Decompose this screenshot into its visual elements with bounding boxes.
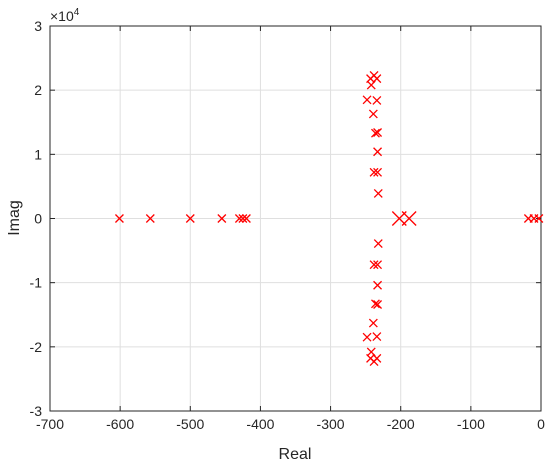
- marker-stroke: [145, 214, 155, 223]
- marker-stroke: [373, 260, 383, 270]
- marker-stroke: [366, 347, 376, 357]
- marker-stroke: [373, 147, 383, 157]
- y-tick-label: -3: [30, 403, 43, 419]
- marker-stroke: [373, 300, 383, 309]
- x-tick-label: 0: [537, 416, 545, 432]
- pole-marker: [373, 167, 383, 177]
- pole-marker: [238, 214, 248, 223]
- x-axis-label: Real: [279, 446, 312, 463]
- marker-stroke: [371, 299, 380, 309]
- marker-stroke: [368, 109, 378, 119]
- pole-marker: [369, 260, 379, 270]
- marker-stroke: [371, 128, 380, 138]
- y-tick-label: -2: [30, 339, 43, 355]
- data-markers: [114, 70, 544, 367]
- marker-stroke: [372, 332, 382, 342]
- pole-marker: [373, 300, 383, 309]
- marker-stroke: [373, 239, 383, 248]
- pole-marker: [372, 95, 382, 105]
- pole-marker: [534, 214, 544, 223]
- pole-marker: [145, 214, 155, 223]
- pole-marker: [368, 318, 378, 328]
- pole-marker: [373, 280, 383, 290]
- pole-marker: [371, 128, 380, 138]
- pole-marker: [373, 128, 383, 137]
- marker-stroke: [217, 214, 227, 223]
- pole-marker: [368, 109, 378, 119]
- y-tick-labels: -3 -2 -1 0 1 2 3: [30, 18, 43, 419]
- y-exponent-power: 4: [74, 7, 80, 18]
- pole-marker: [373, 260, 383, 270]
- pole-marker: [185, 214, 195, 223]
- marker-stroke: [373, 167, 383, 177]
- marker-stroke: [369, 167, 379, 177]
- y-tick-label: 3: [34, 18, 42, 34]
- marker-stroke: [234, 214, 244, 223]
- y-exponent-base: ×10: [50, 8, 74, 24]
- y-axis-label: Imag: [6, 200, 23, 236]
- marker-stroke: [369, 260, 379, 270]
- x-tick-label: -400: [246, 416, 274, 432]
- pole-marker: [373, 239, 383, 248]
- x-tick-label: -600: [106, 416, 134, 432]
- marker-stroke: [373, 189, 383, 198]
- x-tick-label: -500: [176, 416, 204, 432]
- marker-stroke: [185, 214, 195, 223]
- pole-marker: [372, 332, 382, 342]
- marker-stroke: [401, 211, 417, 226]
- x-tick-label: -100: [457, 416, 485, 432]
- pole-marker: [372, 74, 382, 84]
- pole-marker: [217, 214, 227, 223]
- marker-stroke: [368, 318, 378, 328]
- x-tick-label: -700: [36, 416, 64, 432]
- marker-stroke: [372, 74, 382, 84]
- marker-stroke: [362, 95, 372, 105]
- pole-marker: [372, 353, 382, 363]
- pole-marker: [241, 214, 251, 223]
- pole-marker: [401, 211, 417, 226]
- marker-stroke: [373, 128, 383, 137]
- pole-marker: [234, 214, 244, 223]
- pole-marker: [362, 332, 372, 342]
- x-tick-label: -300: [317, 416, 345, 432]
- pole-marker: [114, 214, 124, 223]
- pole-marker: [369, 167, 379, 177]
- y-tick-label: -1: [30, 275, 43, 291]
- pole-marker: [362, 95, 372, 105]
- y-tick-label: 0: [34, 211, 42, 227]
- y-tick-label: 1: [34, 146, 42, 162]
- marker-stroke: [372, 353, 382, 363]
- marker-stroke: [534, 214, 544, 223]
- marker-stroke: [373, 280, 383, 290]
- pole-marker: [373, 147, 383, 157]
- plot-frame: [49, 25, 542, 412]
- marker-stroke: [241, 214, 251, 223]
- pole-marker: [373, 189, 383, 198]
- marker-stroke: [238, 214, 248, 223]
- marker-stroke: [372, 95, 382, 105]
- x-tick-labels: -700 -600 -500 -400 -300 -200 -100 0: [36, 416, 545, 432]
- x-tick-label: -200: [387, 416, 415, 432]
- marker-stroke: [362, 332, 372, 342]
- pole-marker: [371, 299, 380, 309]
- marker-stroke: [114, 214, 124, 223]
- y-exponent-label: ×104: [50, 7, 80, 24]
- y-tick-label: 2: [34, 82, 42, 98]
